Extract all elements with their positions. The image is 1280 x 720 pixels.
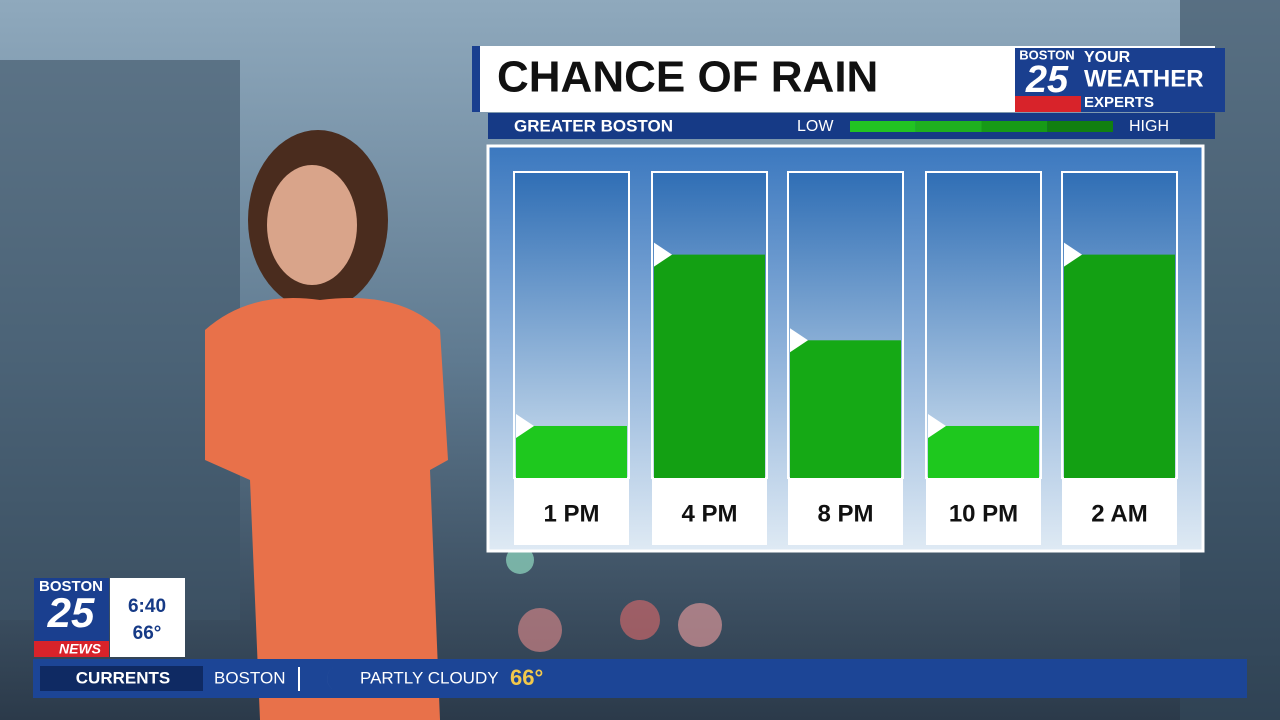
- bokeh: [518, 608, 562, 652]
- corner-bottom: NEWS: [59, 641, 102, 657]
- x-tick-label: 1 PM: [543, 500, 599, 527]
- x-tick-label: 8 PM: [817, 500, 873, 527]
- title-accent: [472, 46, 480, 112]
- bokeh: [506, 546, 534, 574]
- bar-pointer: [928, 413, 946, 438]
- label-box: [788, 478, 903, 545]
- scale-high: HIGH: [1129, 118, 1169, 135]
- bar: [790, 340, 901, 478]
- scale-segment: [981, 121, 1048, 132]
- building: [0, 60, 240, 620]
- bar-pointer: [790, 328, 808, 353]
- ticker-temp: 66°: [510, 665, 543, 690]
- x-tick-label: 2 AM: [1091, 500, 1147, 527]
- bar: [654, 254, 765, 478]
- ticker-label-box: [40, 666, 203, 691]
- label-box: [652, 478, 767, 545]
- corner-number: 25: [47, 589, 95, 636]
- logo-line3: EXPERTS: [1084, 94, 1154, 111]
- ticker-city: BOSTON: [214, 668, 285, 687]
- scale-segment: [850, 121, 916, 132]
- time: 6:40: [128, 596, 166, 617]
- bar: [928, 425, 1039, 478]
- scale-low: LOW: [797, 118, 834, 135]
- logo-red: [1015, 96, 1081, 112]
- scale-segment: [915, 121, 982, 132]
- time-box: [110, 578, 185, 657]
- corner-logo-red: [34, 641, 109, 657]
- x-tick-label: 10 PM: [949, 500, 1018, 527]
- bar-pointer: [1064, 242, 1082, 267]
- bar-pointer: [516, 413, 534, 438]
- ticker-label: CURRENTS: [76, 668, 170, 687]
- label-box: [514, 478, 629, 545]
- corner-top: BOSTON: [39, 578, 103, 595]
- temp: 66°: [133, 623, 162, 644]
- bokeh: [620, 600, 660, 640]
- logo-line1: YOUR: [1084, 49, 1131, 66]
- x-tick-label: 4 PM: [681, 500, 737, 527]
- bar-pointer: [654, 242, 672, 267]
- logo-number: 25: [1025, 59, 1069, 101]
- scale-segment: [1047, 121, 1113, 132]
- label-box: [1062, 478, 1177, 545]
- presenter-dress: [205, 298, 448, 720]
- bar: [516, 425, 627, 478]
- label-box: [926, 478, 1041, 545]
- ticker: [33, 659, 1247, 698]
- presenter-face: [267, 165, 357, 285]
- chart-title: CHANCE OF RAIN: [497, 53, 878, 102]
- logo-top: BOSTON: [1019, 47, 1074, 62]
- bar: [1064, 254, 1175, 478]
- chart-subtitle: GREATER BOSTON: [514, 116, 673, 135]
- bokeh: [678, 603, 722, 647]
- ticker-condition: PARTLY CLOUDY: [360, 668, 499, 687]
- divider: [298, 667, 300, 691]
- logo-line2: WEATHER: [1084, 65, 1204, 92]
